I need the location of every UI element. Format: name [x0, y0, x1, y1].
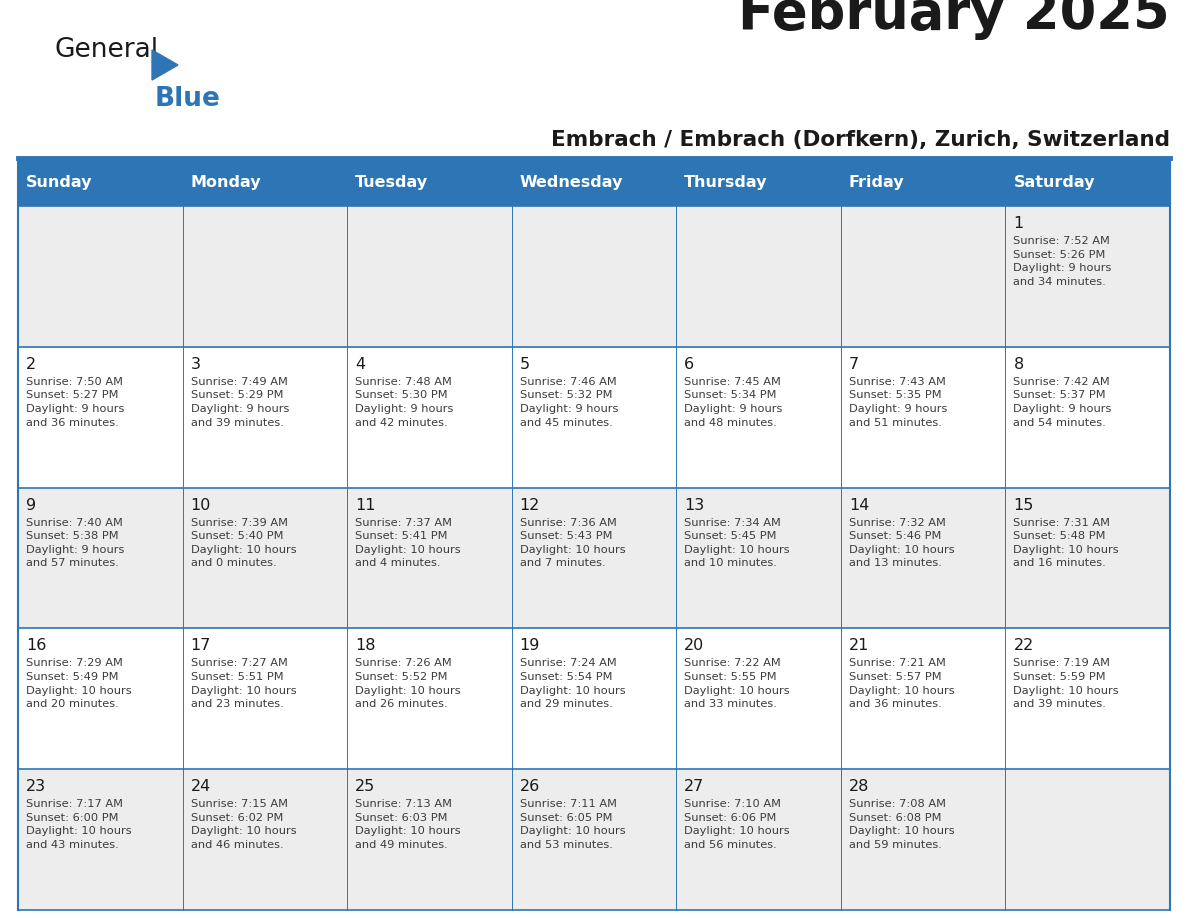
Text: Sunrise: 7:32 AM
Sunset: 5:46 PM
Daylight: 10 hours
and 13 minutes.: Sunrise: 7:32 AM Sunset: 5:46 PM Dayligh…	[849, 518, 954, 568]
Text: Sunrise: 7:27 AM
Sunset: 5:51 PM
Daylight: 10 hours
and 23 minutes.: Sunrise: 7:27 AM Sunset: 5:51 PM Dayligh…	[190, 658, 296, 710]
Text: Monday: Monday	[190, 174, 261, 189]
Text: 6: 6	[684, 357, 695, 372]
Text: 9: 9	[26, 498, 36, 512]
Text: Sunrise: 7:37 AM
Sunset: 5:41 PM
Daylight: 10 hours
and 4 minutes.: Sunrise: 7:37 AM Sunset: 5:41 PM Dayligh…	[355, 518, 461, 568]
Text: 4: 4	[355, 357, 365, 372]
Text: Sunrise: 7:19 AM
Sunset: 5:59 PM
Daylight: 10 hours
and 39 minutes.: Sunrise: 7:19 AM Sunset: 5:59 PM Dayligh…	[1013, 658, 1119, 710]
Text: Saturday: Saturday	[1013, 174, 1095, 189]
Text: Blue: Blue	[154, 86, 221, 112]
Text: Sunrise: 7:29 AM
Sunset: 5:49 PM
Daylight: 10 hours
and 20 minutes.: Sunrise: 7:29 AM Sunset: 5:49 PM Dayligh…	[26, 658, 132, 710]
Text: Sunrise: 7:43 AM
Sunset: 5:35 PM
Daylight: 9 hours
and 51 minutes.: Sunrise: 7:43 AM Sunset: 5:35 PM Dayligh…	[849, 376, 947, 428]
Text: General: General	[55, 37, 159, 63]
Text: Sunrise: 7:34 AM
Sunset: 5:45 PM
Daylight: 10 hours
and 10 minutes.: Sunrise: 7:34 AM Sunset: 5:45 PM Dayligh…	[684, 518, 790, 568]
Text: Sunrise: 7:48 AM
Sunset: 5:30 PM
Daylight: 9 hours
and 42 minutes.: Sunrise: 7:48 AM Sunset: 5:30 PM Dayligh…	[355, 376, 454, 428]
Text: 8: 8	[1013, 357, 1024, 372]
Text: Tuesday: Tuesday	[355, 174, 428, 189]
Bar	[18, 769, 1170, 910]
Text: Sunrise: 7:08 AM
Sunset: 6:08 PM
Daylight: 10 hours
and 59 minutes.: Sunrise: 7:08 AM Sunset: 6:08 PM Dayligh…	[849, 800, 954, 850]
Text: Sunrise: 7:21 AM
Sunset: 5:57 PM
Daylight: 10 hours
and 36 minutes.: Sunrise: 7:21 AM Sunset: 5:57 PM Dayligh…	[849, 658, 954, 710]
Text: Sunrise: 7:22 AM
Sunset: 5:55 PM
Daylight: 10 hours
and 33 minutes.: Sunrise: 7:22 AM Sunset: 5:55 PM Dayligh…	[684, 658, 790, 710]
Text: Sunrise: 7:42 AM
Sunset: 5:37 PM
Daylight: 9 hours
and 54 minutes.: Sunrise: 7:42 AM Sunset: 5:37 PM Dayligh…	[1013, 376, 1112, 428]
Text: 28: 28	[849, 779, 870, 794]
Bar	[18, 629, 1170, 769]
Text: 5: 5	[519, 357, 530, 372]
Text: Embrach / Embrach (Dorfkern), Zurich, Switzerland: Embrach / Embrach (Dorfkern), Zurich, Sw…	[551, 130, 1170, 150]
Text: 18: 18	[355, 638, 375, 654]
Text: Sunday: Sunday	[26, 174, 93, 189]
Text: 25: 25	[355, 779, 375, 794]
Text: Sunrise: 7:17 AM
Sunset: 6:00 PM
Daylight: 10 hours
and 43 minutes.: Sunrise: 7:17 AM Sunset: 6:00 PM Dayligh…	[26, 800, 132, 850]
Text: 23: 23	[26, 779, 46, 794]
Text: 24: 24	[190, 779, 210, 794]
Text: 26: 26	[519, 779, 541, 794]
Text: 7: 7	[849, 357, 859, 372]
Text: 10: 10	[190, 498, 211, 512]
Text: Wednesday: Wednesday	[519, 174, 623, 189]
Text: 17: 17	[190, 638, 211, 654]
Text: 12: 12	[519, 498, 541, 512]
Text: Sunrise: 7:24 AM
Sunset: 5:54 PM
Daylight: 10 hours
and 29 minutes.: Sunrise: 7:24 AM Sunset: 5:54 PM Dayligh…	[519, 658, 625, 710]
Text: 13: 13	[684, 498, 704, 512]
Text: 3: 3	[190, 357, 201, 372]
Text: 1: 1	[1013, 216, 1024, 231]
Text: Sunrise: 7:46 AM
Sunset: 5:32 PM
Daylight: 9 hours
and 45 minutes.: Sunrise: 7:46 AM Sunset: 5:32 PM Dayligh…	[519, 376, 618, 428]
Text: 14: 14	[849, 498, 870, 512]
Bar	[18, 347, 1170, 487]
Bar	[18, 206, 1170, 347]
Text: Sunrise: 7:45 AM
Sunset: 5:34 PM
Daylight: 9 hours
and 48 minutes.: Sunrise: 7:45 AM Sunset: 5:34 PM Dayligh…	[684, 376, 783, 428]
Text: Sunrise: 7:31 AM
Sunset: 5:48 PM
Daylight: 10 hours
and 16 minutes.: Sunrise: 7:31 AM Sunset: 5:48 PM Dayligh…	[1013, 518, 1119, 568]
Text: 21: 21	[849, 638, 870, 654]
Text: 15: 15	[1013, 498, 1034, 512]
Bar	[18, 158, 1170, 206]
Text: 19: 19	[519, 638, 541, 654]
Text: February 2025: February 2025	[739, 0, 1170, 40]
Text: 11: 11	[355, 498, 375, 512]
Text: Thursday: Thursday	[684, 174, 767, 189]
Text: Sunrise: 7:13 AM
Sunset: 6:03 PM
Daylight: 10 hours
and 49 minutes.: Sunrise: 7:13 AM Sunset: 6:03 PM Dayligh…	[355, 800, 461, 850]
Text: Sunrise: 7:40 AM
Sunset: 5:38 PM
Daylight: 9 hours
and 57 minutes.: Sunrise: 7:40 AM Sunset: 5:38 PM Dayligh…	[26, 518, 125, 568]
Text: 2: 2	[26, 357, 36, 372]
Bar	[18, 487, 1170, 629]
Text: 22: 22	[1013, 638, 1034, 654]
Text: Sunrise: 7:52 AM
Sunset: 5:26 PM
Daylight: 9 hours
and 34 minutes.: Sunrise: 7:52 AM Sunset: 5:26 PM Dayligh…	[1013, 236, 1112, 286]
Text: Friday: Friday	[849, 174, 904, 189]
Text: Sunrise: 7:26 AM
Sunset: 5:52 PM
Daylight: 10 hours
and 26 minutes.: Sunrise: 7:26 AM Sunset: 5:52 PM Dayligh…	[355, 658, 461, 710]
Text: Sunrise: 7:50 AM
Sunset: 5:27 PM
Daylight: 9 hours
and 36 minutes.: Sunrise: 7:50 AM Sunset: 5:27 PM Dayligh…	[26, 376, 125, 428]
Text: 20: 20	[684, 638, 704, 654]
Text: Sunrise: 7:39 AM
Sunset: 5:40 PM
Daylight: 10 hours
and 0 minutes.: Sunrise: 7:39 AM Sunset: 5:40 PM Dayligh…	[190, 518, 296, 568]
Text: Sunrise: 7:49 AM
Sunset: 5:29 PM
Daylight: 9 hours
and 39 minutes.: Sunrise: 7:49 AM Sunset: 5:29 PM Dayligh…	[190, 376, 289, 428]
Text: 16: 16	[26, 638, 46, 654]
Text: Sunrise: 7:10 AM
Sunset: 6:06 PM
Daylight: 10 hours
and 56 minutes.: Sunrise: 7:10 AM Sunset: 6:06 PM Dayligh…	[684, 800, 790, 850]
Text: Sunrise: 7:15 AM
Sunset: 6:02 PM
Daylight: 10 hours
and 46 minutes.: Sunrise: 7:15 AM Sunset: 6:02 PM Dayligh…	[190, 800, 296, 850]
Text: Sunrise: 7:11 AM
Sunset: 6:05 PM
Daylight: 10 hours
and 53 minutes.: Sunrise: 7:11 AM Sunset: 6:05 PM Dayligh…	[519, 800, 625, 850]
Text: 27: 27	[684, 779, 704, 794]
Text: Sunrise: 7:36 AM
Sunset: 5:43 PM
Daylight: 10 hours
and 7 minutes.: Sunrise: 7:36 AM Sunset: 5:43 PM Dayligh…	[519, 518, 625, 568]
Polygon shape	[152, 50, 178, 80]
